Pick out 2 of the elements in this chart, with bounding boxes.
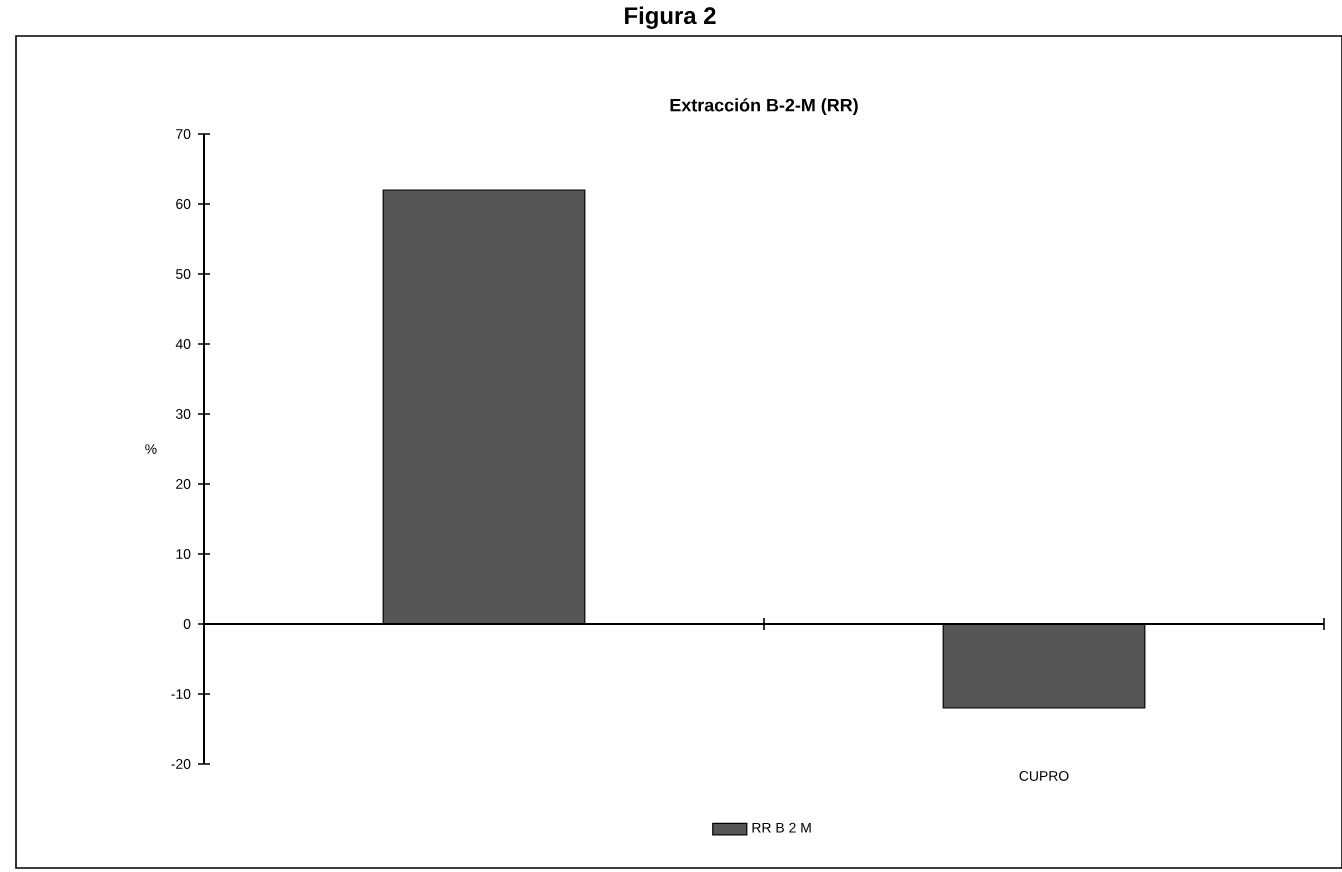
chart-title: Extracción B-2-M (RR) [670,98,858,116]
text: Figura 2 [625,6,716,29]
